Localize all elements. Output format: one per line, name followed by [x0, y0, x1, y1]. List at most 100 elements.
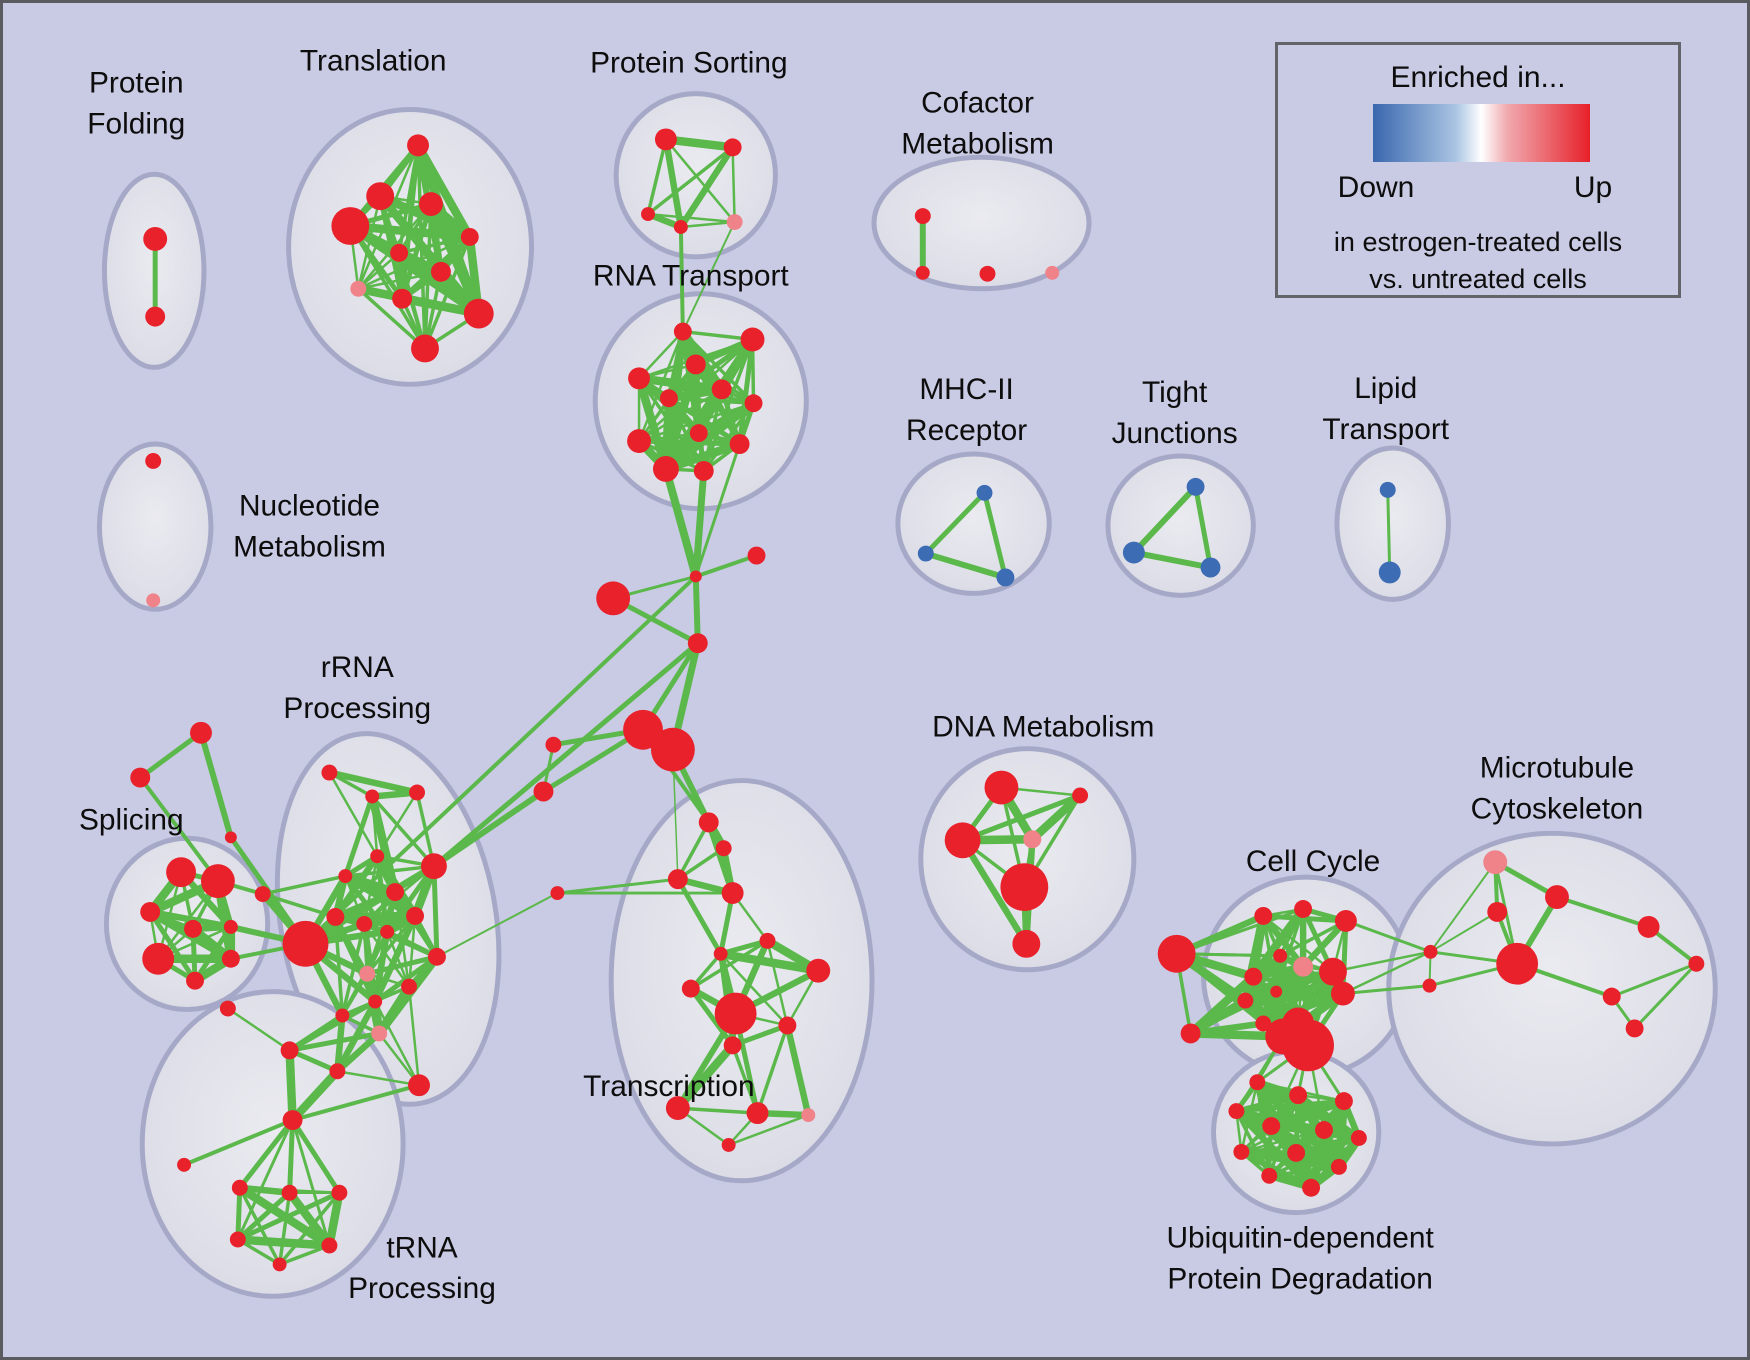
- node-red-dna-metabolism: [984, 770, 1019, 805]
- node-red-transcription: [721, 1137, 736, 1152]
- edge-connector: [681, 221, 736, 333]
- cluster-label-protein-folding: Protein: [89, 67, 184, 100]
- node-red-microtubule-cytoskeleton: [1422, 978, 1437, 993]
- edge-trna-processing: [235, 1190, 293, 1243]
- node-red-transcription: [721, 882, 744, 905]
- legend: Enriched in... Down Up in estrogen-treat…: [1275, 42, 1681, 298]
- edge-rna-transport: [637, 388, 723, 443]
- node-red-protein-folding: [143, 227, 168, 251]
- node-blue-lipid-transport: [1378, 561, 1401, 584]
- edge-trna-processing: [285, 1188, 334, 1250]
- cluster-label-microtubule-cytoskeleton: Cytoskeleton: [1471, 792, 1644, 825]
- cluster-label-dna-metabolism: DNA Metabolism: [932, 711, 1154, 744]
- edge-rrna-processing: [431, 863, 440, 960]
- node-red-protein-folding: [145, 306, 166, 327]
- edge-ubiquitin-degradation: [1267, 1165, 1341, 1178]
- edge-rrna-processing: [407, 985, 421, 1087]
- edge-trna-processing: [277, 1243, 332, 1267]
- cluster-label-rrna-processing: rRNA: [321, 651, 394, 684]
- edge-cell-cycle: [1278, 919, 1348, 958]
- node-red-cell-cycle: [1180, 1023, 1201, 1044]
- node-red-rrna-processing: [321, 764, 338, 781]
- node-red-rrna-processing: [409, 784, 425, 801]
- edge-trna-processing: [238, 1186, 282, 1267]
- node-red-transcription: [665, 1096, 690, 1121]
- node-red-splicing: [166, 857, 197, 888]
- edge-cell-cycle: [1175, 907, 1305, 956]
- legend-gradient-bar: [1373, 104, 1590, 162]
- node-red-translation: [331, 207, 370, 245]
- node-red-translation: [366, 182, 395, 211]
- node-red-transcription: [667, 869, 688, 890]
- node-red-splicing: [200, 864, 235, 899]
- edge-cell-cycle: [1262, 914, 1335, 973]
- node-red-connector: [190, 721, 212, 744]
- edge-trna-processing: [277, 1190, 292, 1267]
- node-red-rna-transport: [693, 460, 714, 481]
- cluster-label-rrna-processing: Processing: [283, 692, 431, 725]
- cluster-ellipse-tight-junctions: [1105, 453, 1256, 598]
- network-canvas: Protein Folding Translation Protein Sorting…: [3, 3, 1747, 1357]
- node-red-nucleotide-metabolism: [145, 453, 162, 469]
- edge-connector: [694, 442, 742, 578]
- node-pink-transcription: [801, 1108, 816, 1123]
- cluster-ellipse-lipid-transport: [1334, 445, 1451, 602]
- node-red-cell-cycle: [1265, 1018, 1302, 1055]
- edge-ubiquitin-degradation: [1233, 1107, 1315, 1191]
- edge-translation: [356, 286, 427, 351]
- edge-connector: [303, 574, 698, 946]
- node-red-rna-transport: [652, 455, 679, 482]
- node-red-cell-cycle: [1294, 900, 1313, 918]
- node-red-cell-cycle: [1330, 981, 1355, 1006]
- node-red-transcription: [723, 1036, 742, 1055]
- node-red-connector: [550, 886, 565, 901]
- edge-connector: [692, 573, 701, 647]
- cluster-labels: Protein Folding Translation Protein Sorting…: [79, 45, 1643, 1306]
- cluster-label-ubiquitin-degradation: Protein Degradation: [1167, 1262, 1433, 1295]
- edge-rrna-processing: [370, 794, 436, 868]
- node-red-cofactor-metabolism: [914, 208, 931, 225]
- cluster-label-ubiquitin-degradation: Ubiquitin-dependent: [1166, 1221, 1434, 1254]
- node-red-dna-metabolism: [1000, 863, 1049, 911]
- node-red-trna-processing: [231, 1179, 248, 1196]
- node-red-rrna-processing: [219, 1000, 236, 1017]
- node-red-transcription: [698, 812, 719, 833]
- edge-transcription: [727, 1113, 810, 1147]
- node-red-protein-sorting: [673, 220, 688, 234]
- edge-trna-processing: [235, 1190, 342, 1243]
- node-red-cell-cycle: [1270, 985, 1283, 998]
- edge-transcription: [719, 952, 789, 1027]
- node-red-translation: [411, 334, 439, 363]
- node-red-cell-cycle: [1319, 957, 1347, 986]
- edge-trna-processing: [236, 1237, 282, 1267]
- node-red-transcription: [714, 992, 757, 1035]
- edge-connector: [430, 788, 547, 870]
- edge-microtubule-cytoskeleton: [1633, 962, 1698, 1030]
- edge-connector: [431, 640, 701, 869]
- edge-rrna-processing: [364, 954, 440, 977]
- node-pink-dna-metabolism: [1023, 830, 1042, 849]
- node-red-cell-cycle: [1255, 1015, 1272, 1032]
- node-red-rrna-processing: [329, 1063, 346, 1080]
- edge-connector: [693, 553, 759, 579]
- node-red-cofactor-metabolism: [915, 265, 930, 280]
- edge-rrna-processing: [343, 864, 436, 878]
- node-blue-mhc-ii-receptor: [996, 568, 1015, 587]
- node-red-cell-cycle: [1334, 909, 1357, 932]
- node-red-trna-processing: [272, 1257, 287, 1272]
- edge-ubiquitin-degradation: [1240, 1128, 1326, 1154]
- edge-transcription: [689, 939, 770, 991]
- edge-transcription: [676, 820, 711, 881]
- edge-trna-processing: [277, 1190, 342, 1267]
- edge-microtubule-cytoskeleton: [1554, 895, 1651, 929]
- node-blue-mhc-ii-receptor: [976, 484, 993, 501]
- node-red-ubiquitin-degradation: [1249, 1074, 1266, 1091]
- edge-protein-sorting: [646, 137, 668, 216]
- edge-rrna-processing: [375, 791, 419, 858]
- cluster-label-rna-transport: RNA Transport: [593, 260, 790, 293]
- edge-rrna-processing: [290, 1083, 422, 1123]
- edge-protein-sorting: [664, 138, 736, 224]
- node-red-rrna-processing: [365, 789, 380, 804]
- edge-rrna-processing: [373, 1000, 421, 1087]
- node-red-rna-transport: [740, 327, 765, 352]
